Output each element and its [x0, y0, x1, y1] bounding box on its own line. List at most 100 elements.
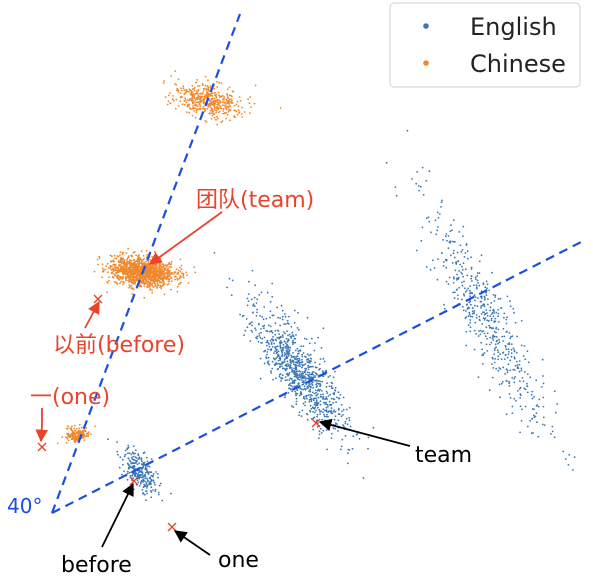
point-chinese-1 [145, 263, 147, 266]
point-english-2 [495, 311, 498, 314]
point-english-1 [329, 375, 331, 377]
point-english-2 [541, 423, 544, 426]
point-chinese-1 [176, 290, 179, 293]
point-chinese-2 [210, 118, 213, 120]
point-chinese-1 [135, 280, 138, 282]
point-chinese-1 [137, 255, 139, 258]
point-english-1 [270, 343, 273, 345]
point-chinese-1 [156, 267, 159, 270]
point-chinese-2 [223, 101, 226, 104]
point-english-1 [243, 334, 246, 337]
point-english-1 [328, 400, 331, 403]
point-english-1 [340, 445, 343, 448]
point-english-2 [483, 295, 486, 298]
point-english-1 [337, 419, 340, 422]
point-english-1 [289, 388, 292, 391]
point-chinese-0 [67, 434, 70, 437]
point-english-1 [341, 410, 343, 412]
point-english-1 [296, 357, 299, 360]
point-english-2 [490, 313, 493, 315]
point-english-2 [469, 285, 471, 287]
point-chinese-1 [111, 265, 113, 268]
point-english-2 [475, 332, 478, 335]
point-english-1 [286, 349, 288, 351]
point-english-1 [306, 418, 309, 421]
point-english-1 [294, 349, 297, 352]
legend-box [389, 2, 581, 88]
point-english-1 [300, 415, 303, 417]
point-chinese-2 [169, 92, 172, 94]
point-english-2 [468, 311, 471, 314]
point-chinese-1 [151, 257, 154, 260]
point-english-1 [267, 360, 270, 363]
point-english-1 [338, 397, 340, 400]
point-english-2 [497, 328, 500, 331]
point-english-0 [126, 470, 129, 473]
point-english-2 [454, 269, 457, 272]
point-english-1 [271, 331, 274, 334]
point-english-1 [309, 396, 312, 398]
point-chinese-0 [66, 427, 69, 430]
point-chinese-1 [160, 271, 163, 274]
point-chinese-2 [214, 106, 216, 109]
point-english-2 [453, 297, 456, 300]
point-chinese-2 [248, 102, 251, 105]
point-english-1 [308, 394, 310, 396]
point-english-2 [444, 235, 447, 238]
point-chinese-2 [188, 111, 191, 114]
point-chinese-1 [134, 251, 136, 253]
point-chinese-2 [174, 70, 177, 72]
point-english-0 [144, 471, 147, 474]
point-english-1 [279, 324, 281, 327]
point-chinese-2 [216, 80, 218, 83]
point-chinese-2 [192, 105, 194, 107]
point-english-1 [297, 383, 300, 386]
point-chinese-1 [128, 281, 131, 283]
point-english-1 [334, 427, 336, 430]
point-english-1 [276, 306, 278, 309]
point-english-2 [443, 303, 445, 306]
point-chinese-1 [168, 275, 171, 277]
point-english-2 [542, 382, 545, 385]
point-chinese-2 [166, 103, 169, 106]
point-chinese-1 [119, 275, 122, 278]
point-chinese-2 [200, 96, 202, 98]
point-chinese-1 [128, 267, 131, 270]
point-chinese-1 [163, 265, 165, 267]
point-chinese-1 [131, 281, 134, 284]
point-english-1 [301, 366, 303, 369]
point-english-2 [449, 240, 452, 243]
point-english-2 [551, 425, 554, 428]
point-chinese-2 [220, 107, 223, 110]
point-chinese-2 [212, 112, 215, 115]
point-english-1 [258, 335, 261, 337]
point-english-2 [478, 330, 480, 332]
point-chinese-1 [140, 268, 143, 271]
point-english-2 [483, 318, 486, 321]
point-english-1 [298, 361, 301, 364]
point-chinese-1 [112, 273, 115, 275]
point-english-2 [513, 398, 516, 400]
word-markers [37, 294, 321, 532]
point-english-2 [440, 206, 442, 208]
point-english-1 [331, 433, 333, 435]
point-english-2 [491, 271, 493, 274]
point-chinese-1 [162, 279, 165, 282]
point-english-2 [494, 296, 497, 298]
point-english-1 [246, 326, 249, 329]
point-english-1 [316, 393, 319, 395]
point-chinese-1 [112, 276, 115, 278]
point-chinese-1 [143, 258, 145, 260]
point-english-1 [289, 367, 291, 370]
point-chinese-1 [129, 266, 132, 269]
point-english-1 [262, 318, 265, 321]
point-chinese-1 [181, 272, 183, 275]
point-english-1 [276, 351, 279, 354]
point-chinese-1 [138, 262, 140, 265]
point-english-1 [332, 410, 335, 413]
point-english-2 [509, 359, 512, 362]
point-chinese-1 [126, 259, 128, 261]
point-english-2 [483, 332, 486, 335]
point-english-0 [118, 466, 121, 469]
point-english-1 [310, 357, 312, 360]
